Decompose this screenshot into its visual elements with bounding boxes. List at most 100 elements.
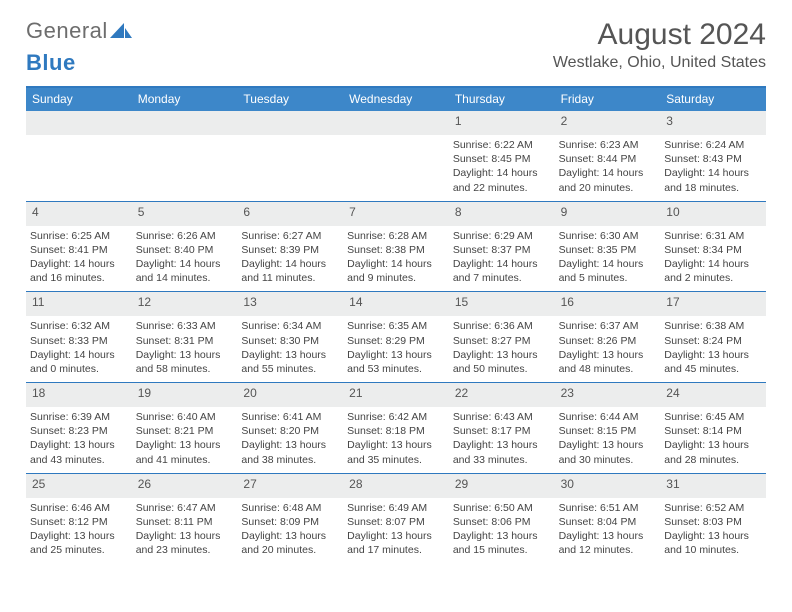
logo-text-general: General [26,18,108,43]
cell-line: and 55 minutes. [241,362,339,376]
cell-date-number: 13 [237,292,343,316]
cell-date-number: 21 [343,383,449,407]
cell-line: Sunrise: 6:35 AM [347,319,445,333]
day-header-wednesday: Wednesday [343,88,449,111]
calendar-week: 11Sunrise: 6:32 AMSunset: 8:33 PMDayligh… [26,291,766,382]
cell-line: Sunset: 8:29 PM [347,334,445,348]
calendar-cell: 21Sunrise: 6:42 AMSunset: 8:18 PMDayligh… [343,383,449,473]
cell-date-number: 26 [132,474,238,498]
cell-date-number: 29 [449,474,555,498]
cell-line: Sunrise: 6:32 AM [30,319,128,333]
cell-body: Sunrise: 6:34 AMSunset: 8:30 PMDaylight:… [237,316,343,382]
cell-line: Daylight: 13 hours [30,438,128,452]
cell-date-number: 9 [555,202,661,226]
cell-line: Daylight: 13 hours [136,348,234,362]
cell-line: Sunset: 8:27 PM [453,334,551,348]
calendar-cell: 14Sunrise: 6:35 AMSunset: 8:29 PMDayligh… [343,292,449,382]
cell-body: Sunrise: 6:48 AMSunset: 8:09 PMDaylight:… [237,498,343,564]
cell-body: Sunrise: 6:50 AMSunset: 8:06 PMDaylight:… [449,498,555,564]
cell-body [237,135,343,200]
cell-line: Sunset: 8:26 PM [559,334,657,348]
cell-line: and 11 minutes. [241,271,339,285]
cell-line: Daylight: 13 hours [30,529,128,543]
cell-date-number: 18 [26,383,132,407]
cell-line: and 45 minutes. [664,362,762,376]
calendar-cell: 12Sunrise: 6:33 AMSunset: 8:31 PMDayligh… [132,292,238,382]
cell-date-number [132,111,238,135]
cell-line: Sunset: 8:41 PM [30,243,128,257]
cell-line: Sunrise: 6:43 AM [453,410,551,424]
cell-body: Sunrise: 6:28 AMSunset: 8:38 PMDaylight:… [343,226,449,292]
logo-text-blue: Blue [26,50,76,75]
weeks-container: 1Sunrise: 6:22 AMSunset: 8:45 PMDaylight… [26,111,766,563]
cell-line: and 33 minutes. [453,453,551,467]
cell-line: Sunset: 8:20 PM [241,424,339,438]
cell-body: Sunrise: 6:45 AMSunset: 8:14 PMDaylight:… [660,407,766,473]
cell-body: Sunrise: 6:27 AMSunset: 8:39 PMDaylight:… [237,226,343,292]
cell-date-number: 4 [26,202,132,226]
cell-line: Sunset: 8:44 PM [559,152,657,166]
cell-line: Sunrise: 6:30 AM [559,229,657,243]
cell-line: and 41 minutes. [136,453,234,467]
cell-date-number: 3 [660,111,766,135]
cell-line: Daylight: 14 hours [453,257,551,271]
cell-date-number: 27 [237,474,343,498]
cell-line: Sunrise: 6:42 AM [347,410,445,424]
logo: General Blue [26,18,132,76]
cell-line: Sunrise: 6:22 AM [453,138,551,152]
cell-line: and 53 minutes. [347,362,445,376]
calendar-week: 4 Sunrise: 6:25 AMSunset: 8:41 PM Daylight… [26,201,766,292]
cell-body: Sunrise: 6:44 AMSunset: 8:15 PMDaylight:… [555,407,661,473]
cell-body: Sunrise: 6:31 AMSunset: 8:34 PMDaylight:… [660,226,766,292]
cell-line: Sunset: 8:04 PM [559,515,657,529]
cell-line: Sunset: 8:33 PM [30,334,128,348]
cell-body: Sunrise: 6:22 AMSunset: 8:45 PMDaylight:… [449,135,555,201]
cell-line: Sunset: 8:12 PM [30,515,128,529]
cell-line: Sunset: 8:39 PM [241,243,339,257]
cell-date-number: 11 [26,292,132,316]
calendar-page: General Blue August 2024 Westlake, Ohio,… [0,0,792,612]
calendar-cell: 13Sunrise: 6:34 AMSunset: 8:30 PMDayligh… [237,292,343,382]
cell-line: and 2 minutes. [664,271,762,285]
cell-date-number: 14 [343,292,449,316]
calendar-cell: 3Sunrise: 6:24 AMSunset: 8:43 PMDaylight… [660,111,766,201]
month-title: August 2024 [553,18,766,52]
cell-date-number: 25 [26,474,132,498]
cell-line: Sunset: 8:37 PM [453,243,551,257]
cell-line: Sunrise: 6:46 AM [30,501,128,515]
cell-body: Sunrise: 6:35 AMSunset: 8:29 PMDaylight:… [343,316,449,382]
calendar-week: 25Sunrise: 6:46 AMSunset: 8:12 PMDayligh… [26,473,766,564]
cell-line: Sunset: 8:15 PM [559,424,657,438]
cell-body: Sunrise: 6:46 AMSunset: 8:12 PMDaylight:… [26,498,132,564]
calendar-cell: 27Sunrise: 6:48 AMSunset: 8:09 PMDayligh… [237,474,343,564]
cell-line: Daylight: 14 hours [30,348,128,362]
cell-line: and 7 minutes. [453,271,551,285]
calendar-cell: 16Sunrise: 6:37 AMSunset: 8:26 PMDayligh… [555,292,661,382]
cell-body: Sunrise: 6:39 AMSunset: 8:23 PMDaylight:… [26,407,132,473]
cell-body: Sunrise: 6:47 AMSunset: 8:11 PMDaylight:… [132,498,238,564]
cell-line: Sunrise: 6:47 AM [136,501,234,515]
day-header-friday: Friday [555,88,661,111]
cell-line: and 10 minutes. [664,543,762,557]
calendar-cell [343,111,449,201]
cell-date-number: 16 [555,292,661,316]
cell-line: and 28 minutes. [664,453,762,467]
cell-line: Daylight: 13 hours [347,348,445,362]
cell-date-number: 24 [660,383,766,407]
calendar-cell: 8Sunrise: 6:29 AMSunset: 8:37 PMDaylight… [449,202,555,292]
cell-line: Sunrise: 6:25 AM [30,229,128,243]
cell-body: Sunrise: 6:24 AMSunset: 8:43 PMDaylight:… [660,135,766,201]
cell-date-number: 30 [555,474,661,498]
cell-line: Sunrise: 6:40 AM [136,410,234,424]
cell-body: Sunrise: 6:40 AMSunset: 8:21 PMDaylight:… [132,407,238,473]
cell-line: and 18 minutes. [664,181,762,195]
cell-line: Sunrise: 6:51 AM [559,501,657,515]
cell-line: and 17 minutes. [347,543,445,557]
calendar-cell: 19Sunrise: 6:40 AMSunset: 8:21 PMDayligh… [132,383,238,473]
cell-line: and 20 minutes. [241,543,339,557]
cell-date-number: 6 [237,202,343,226]
header-row: General Blue August 2024 Westlake, Ohio,… [26,18,766,76]
cell-line: Sunrise: 6:44 AM [559,410,657,424]
calendar-cell: 24Sunrise: 6:45 AMSunset: 8:14 PMDayligh… [660,383,766,473]
day-header-thursday: Thursday [449,88,555,111]
